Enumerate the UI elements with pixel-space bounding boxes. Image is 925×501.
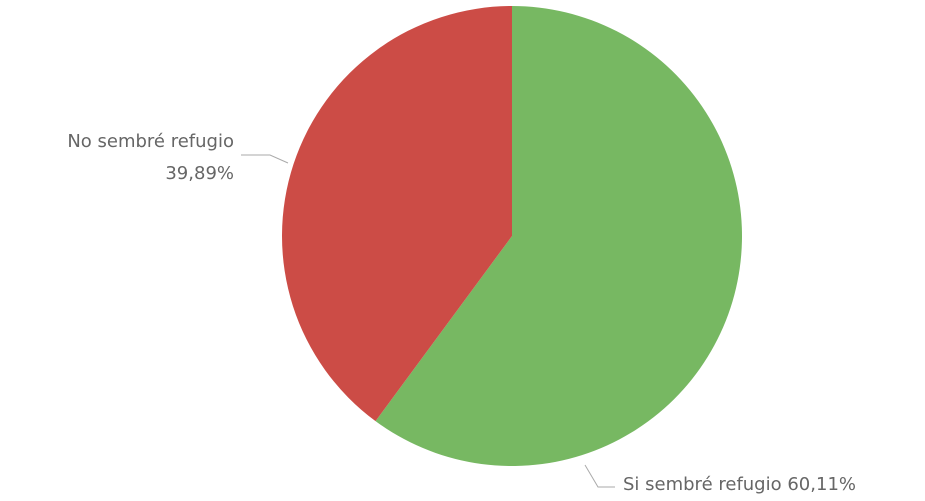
value-label: 60,11% — [787, 474, 856, 495]
category-label: No sembré refugio — [67, 131, 234, 152]
leader-line — [584, 464, 615, 488]
slice-label: Si sembré refugio 60,11% — [623, 474, 856, 495]
value-label: 39,89% — [165, 163, 234, 184]
category-label: Si sembré refugio — [623, 474, 782, 495]
pie-slice — [281, 6, 512, 422]
pie-slice — [375, 6, 742, 466]
leader-line — [241, 154, 289, 164]
